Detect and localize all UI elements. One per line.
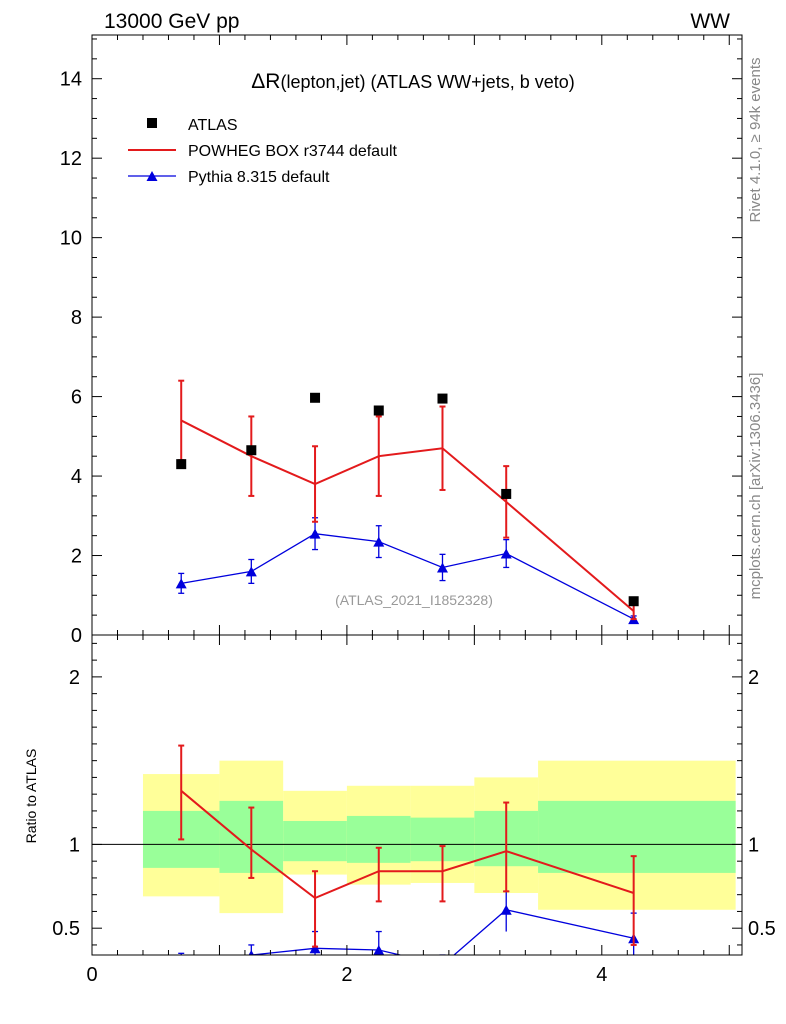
main-ytick-label: 6 [71, 387, 82, 409]
atlas-point [437, 393, 448, 404]
main-ytick-label: 0 [71, 625, 82, 647]
ratio-xtick-label: 0 [86, 964, 97, 986]
pythia-point [500, 548, 512, 559]
ratio-pythia-point [309, 943, 321, 954]
atlas-point [501, 488, 512, 499]
legend: ATLAS POWHEG BOX r3744 default Pythia 8.… [128, 117, 398, 186]
main-series [175, 379, 640, 625]
pythia-point [309, 528, 321, 539]
main-plot-area: 0 2 4 6 8 10 12 14 [60, 35, 742, 647]
title-symbol: ΔR [251, 70, 280, 93]
ratio-plot-area: 0.5 0.5 1 1 2 2 0 2 4 [52, 635, 776, 986]
ratio-ytick-label-right: 1 [748, 834, 759, 856]
rivet-label: Rivet 4.1.0, ≥ 94k events [747, 58, 764, 223]
legend-label-pythia: Pythia 8.315 default [188, 169, 330, 186]
main-title: ΔR(lepton,jet) (ATLAS WW+jets, b veto) [251, 70, 574, 93]
main-ytick-label: 8 [71, 307, 82, 329]
legend-marker-pythia [146, 171, 158, 181]
title-rest: (lepton,jet) (ATLAS WW+jets, b veto) [280, 72, 574, 92]
pythia-point [245, 566, 257, 577]
ratio-ytick-label-left: 1 [69, 834, 80, 856]
ratio-pythia-point [248, 950, 255, 955]
main-ytick-label: 14 [60, 69, 82, 91]
main-panel: 0 2 4 6 8 10 12 14 ΔR(lepton,jet) (ATLAS WW+jet… [60, 34, 743, 647]
ratio-pythia-line [244, 909, 634, 955]
main-ytick-label: 12 [60, 148, 82, 170]
header-left: 13000 GeV pp [104, 10, 239, 33]
atlas-point [246, 445, 257, 456]
ratio-pythia-point [437, 960, 448, 970]
ratio-pythia-point [373, 944, 385, 955]
ratio-xtick-label: 4 [596, 964, 607, 986]
ratio-frame [91, 634, 743, 956]
ratio-band-inner [538, 800, 736, 873]
atlas-point [310, 392, 321, 403]
ratio-ylabel: Ratio to ATLAS [23, 749, 39, 844]
legend-label-powheg: POWHEG BOX r3744 default [188, 143, 398, 160]
legend-marker-atlas [147, 118, 157, 128]
main-ytick-label: 2 [71, 546, 82, 568]
atlas-point [176, 459, 187, 470]
main-ytick-label: 10 [60, 228, 82, 250]
ratio-band-inner [283, 820, 347, 862]
ratio-series [92, 744, 742, 970]
main-ytick-label: 4 [71, 466, 82, 488]
ratio-pythia-point [176, 957, 187, 967]
pythia-point [436, 562, 448, 573]
watermark: (ATLAS_2021_I1852328) [335, 592, 493, 608]
pythia-point [175, 578, 187, 589]
mcplots-label: mcplots.cern.ch [arXiv:1306.3436] [747, 373, 764, 600]
atlas-point [373, 405, 384, 416]
ratio-pythia-point [500, 904, 512, 915]
legend-label-atlas: ATLAS [188, 117, 238, 134]
ratio-ytick-label-left: 2 [69, 667, 80, 689]
header-right: WW [690, 10, 730, 33]
atlas-point [628, 596, 639, 607]
ratio-panel: 0.5 0.5 1 1 2 2 0 2 4 Ratio to ATLAS [23, 634, 776, 986]
ratio-ytick-label-right: 0.5 [748, 918, 776, 940]
ratio-xtick-label: 2 [341, 964, 352, 986]
ratio-ytick-label-right: 2 [748, 667, 759, 689]
ratio-ytick-label-left: 0.5 [52, 918, 80, 940]
pythia-point [373, 536, 385, 547]
